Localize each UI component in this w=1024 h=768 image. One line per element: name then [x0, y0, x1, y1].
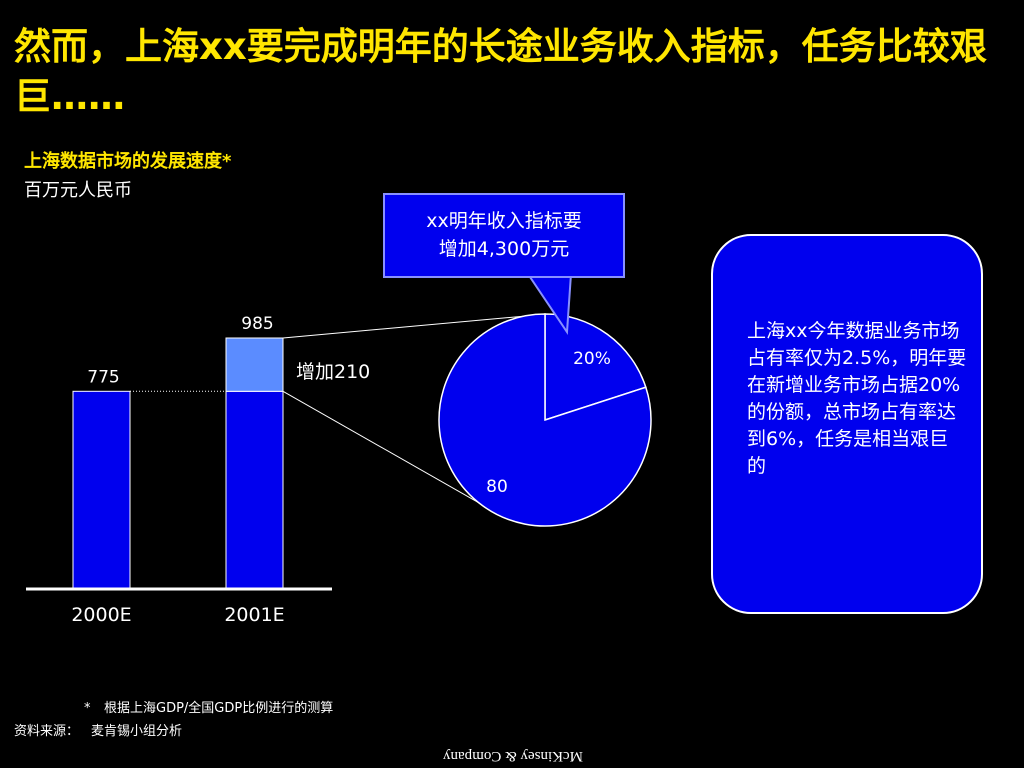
pie-slice-label: 80: [486, 477, 508, 497]
bar-value-label: 775: [87, 367, 119, 387]
pie-chart: 20% 80: [282, 313, 652, 527]
bar-2001E-increment: [225, 337, 284, 392]
source-label: 资料来源：: [14, 724, 80, 739]
pie-connector-top: [282, 314, 538, 339]
chart-subtitle: 上海数据市场的发展速度*: [24, 151, 232, 172]
brand-logo: McKinsey & Company: [443, 748, 583, 764]
bar-chart: 775 2000E 985 2001E 增加210: [26, 314, 370, 626]
increment-label: 增加210: [296, 361, 370, 383]
source-note: 资料来源： 麦肯锡小组分析: [14, 723, 182, 741]
category-label: 2000E: [71, 604, 131, 626]
pie-connector-bottom: [282, 390, 496, 513]
footnote-text: 根据上海GDP/全国GDP比例进行的测算: [104, 701, 334, 716]
bar-value-label: 985: [241, 314, 273, 334]
revenue-target-callout: xx明年收入指标要 增加4,300万元: [383, 193, 625, 278]
source-text: 麦肯锡小组分析: [91, 724, 183, 739]
callout-line-2: 增加4,300万元: [438, 238, 570, 260]
callout-line-1: xx明年收入指标要: [426, 210, 582, 232]
chart-unit: 百万元人民币: [24, 180, 132, 201]
footnote-mark: *: [84, 701, 91, 716]
category-label: 2001E: [224, 604, 284, 626]
market-share-note-text: 上海xx今年数据业务市场占有率仅为2.5%，明年要在新增业务市场占据20%的份额…: [747, 320, 967, 477]
pie-slice-label: 20%: [573, 349, 611, 369]
slide-title: 然而，上海xx要完成明年的长途业务收入指标，任务比较艰巨……: [14, 25, 987, 118]
pie-slice-2: [438, 313, 652, 527]
market-share-note: 上海xx今年数据业务市场占有率仅为2.5%，明年要在新增业务市场占据20%的份额…: [711, 234, 983, 614]
bar-2000E: [72, 390, 131, 589]
footnote: * 根据上海GDP/全国GDP比例进行的测算: [84, 700, 333, 718]
bar-2001E-base: [225, 390, 284, 589]
